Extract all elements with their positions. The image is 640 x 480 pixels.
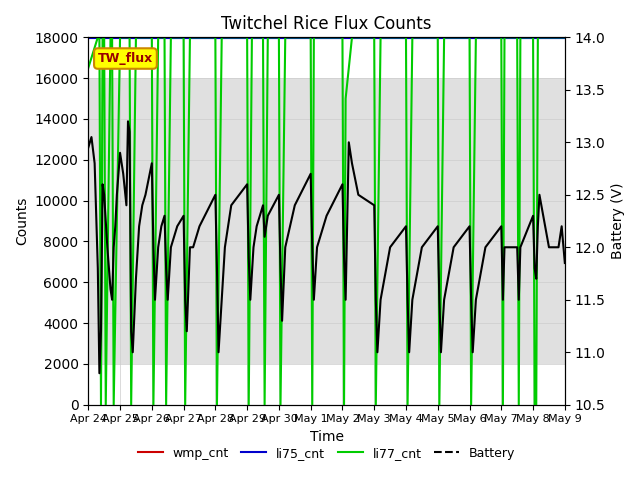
- Text: TW_flux: TW_flux: [98, 52, 153, 65]
- Bar: [88, 78, 565, 364]
- Legend: wmp_cnt, li75_cnt, li77_cnt, Battery: wmp_cnt, li75_cnt, li77_cnt, Battery: [132, 442, 520, 465]
- X-axis label: Time: Time: [310, 430, 344, 444]
- Y-axis label: Counts: Counts: [15, 197, 29, 245]
- Title: Twitchel Rice Flux Counts: Twitchel Rice Flux Counts: [221, 15, 432, 33]
- Y-axis label: Battery (V): Battery (V): [611, 183, 625, 259]
